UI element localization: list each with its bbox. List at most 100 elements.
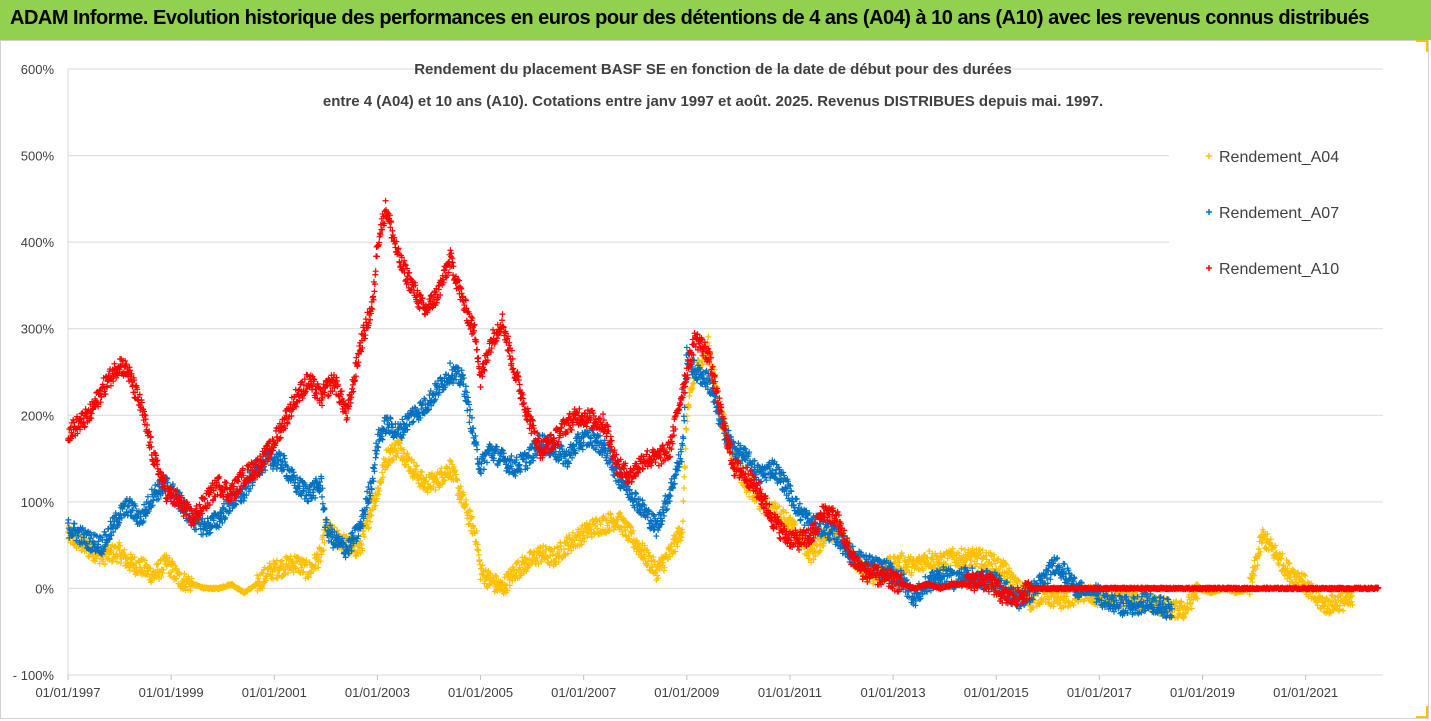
data-point (367, 518, 374, 525)
data-point (457, 483, 464, 490)
data-point (413, 462, 420, 469)
y-tick-label: 500% (21, 149, 55, 164)
data-point (682, 464, 689, 471)
data-point (254, 572, 261, 579)
data-point (401, 446, 408, 453)
data-point (92, 558, 99, 565)
data-point (100, 558, 107, 565)
x-tick-label: 01/01/2005 (448, 685, 513, 700)
data-point (271, 560, 278, 567)
x-tick-label: 01/01/2007 (551, 685, 616, 700)
data-point (127, 559, 134, 566)
data-point (376, 487, 383, 494)
data-point (116, 542, 123, 549)
data-point (323, 516, 330, 523)
x-tick-label: 01/01/2021 (1273, 685, 1338, 700)
data-point (136, 559, 143, 566)
data-point (493, 573, 500, 580)
data-point (167, 573, 174, 580)
data-point (113, 558, 120, 565)
data-point (101, 561, 108, 568)
data-point (504, 587, 511, 594)
x-tick-label: 01/01/2019 (1170, 685, 1235, 700)
data-point (474, 446, 481, 453)
data-point (368, 512, 375, 519)
x-tick-label: 01/01/1997 (35, 685, 100, 700)
data-point (460, 491, 467, 498)
data-point (131, 554, 138, 561)
data-point (273, 557, 280, 564)
data-point (155, 560, 162, 567)
data-point (405, 455, 412, 462)
data-point (454, 477, 461, 484)
data-point (298, 564, 305, 571)
data-point (681, 473, 688, 480)
data-point (680, 485, 687, 492)
data-point (475, 551, 482, 558)
data-point (458, 499, 465, 506)
data-point (432, 487, 439, 494)
data-point (511, 566, 518, 573)
data-point (285, 570, 292, 577)
data-point (523, 557, 530, 564)
data-point (483, 583, 490, 590)
data-point (470, 524, 477, 531)
data-point (173, 575, 180, 582)
data-point (360, 528, 367, 535)
data-point (160, 566, 167, 573)
y-tick-label: 100% (21, 495, 55, 510)
data-point (386, 460, 393, 467)
selection-corner-top-right (1416, 40, 1428, 52)
y-axis-labels: - 100% 0% 100% 200% 300% 400% 500% 600% (13, 62, 55, 683)
data-point (290, 559, 297, 566)
data-point (680, 498, 687, 505)
data-point (159, 570, 166, 577)
data-point (71, 520, 78, 527)
data-point (479, 571, 486, 578)
y-tick-label: 0% (35, 581, 54, 596)
x-tick-label: 01/01/2009 (654, 685, 719, 700)
data-point (299, 569, 306, 576)
data-point (705, 333, 712, 340)
data-point (506, 576, 513, 583)
x-tick-label: 01/01/2013 (861, 685, 926, 700)
data-point (430, 483, 437, 490)
data-point (373, 495, 380, 502)
data-point (467, 508, 474, 515)
y-tick-label: 600% (21, 62, 55, 77)
y-tick-label: 400% (21, 235, 55, 250)
data-point (447, 457, 454, 464)
data-point (96, 560, 103, 567)
data-point (101, 528, 108, 535)
data-point (185, 573, 192, 580)
data-point (269, 576, 276, 583)
chart-area: - 100% 0% 100% 200% 300% 400% 500% 600% 01/01/1… (0, 40, 1429, 719)
data-point (816, 548, 823, 555)
data-point (438, 465, 445, 472)
data-point (187, 587, 194, 594)
data-point (321, 506, 328, 513)
y-tick-label: - 100% (13, 668, 55, 683)
data-point (408, 456, 415, 463)
x-tick-label: 01/01/2001 (242, 685, 307, 700)
data-point (681, 404, 688, 411)
selection-corner-bottom-right (1416, 706, 1428, 718)
data-point (126, 567, 133, 574)
y-tick-label: 200% (21, 408, 55, 423)
data-point (146, 565, 153, 572)
data-point (413, 463, 420, 470)
data-point (259, 584, 266, 591)
data-point (258, 583, 265, 590)
data-point (365, 524, 372, 531)
data-point (390, 456, 397, 463)
y-tick-label: 300% (21, 322, 55, 337)
data-point (317, 558, 324, 565)
data-point (372, 454, 379, 461)
series-Rendement_A04 (65, 333, 1356, 622)
data-points (65, 197, 1382, 622)
data-point (300, 568, 307, 575)
data-point (447, 458, 454, 465)
data-point (452, 468, 459, 475)
data-point (158, 573, 165, 580)
data-point (477, 576, 484, 583)
